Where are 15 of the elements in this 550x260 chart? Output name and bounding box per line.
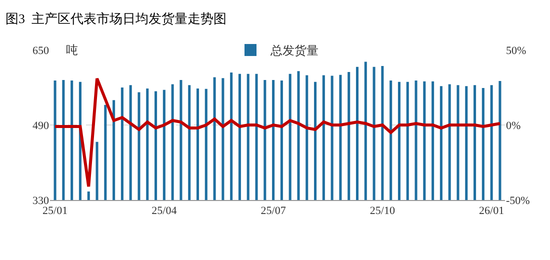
y2-tick-label: -50% <box>506 194 530 207</box>
y2-tick-label: 50% <box>506 44 526 57</box>
line-series <box>54 77 502 188</box>
y-tick-label: 330 <box>32 194 50 207</box>
x-tick-label: 25/10 <box>370 205 396 218</box>
x-tick-label: 26/01 <box>479 205 504 218</box>
y-tick-label: 490 <box>32 120 50 132</box>
chart-title: 图3 主产区代表市场日均发货量走势图 <box>6 10 226 26</box>
y2-tick-label: 0% <box>506 120 521 132</box>
y-tick-label: 650 <box>32 44 50 57</box>
y-axis-title: 吨 <box>66 43 78 57</box>
x-tick-label: 25/01 <box>42 205 68 218</box>
x-tick-label: 25/07 <box>260 205 286 218</box>
x-tick-label: 25/04 <box>152 205 178 218</box>
legend-label: 总发货量 <box>270 44 318 58</box>
